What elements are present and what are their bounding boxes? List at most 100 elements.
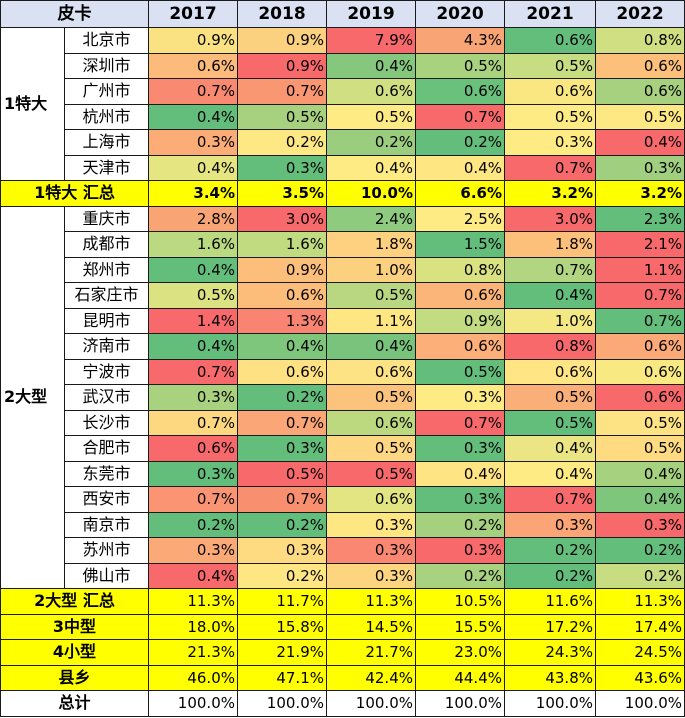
share-cell: 0.3%	[595, 511, 685, 538]
share-cell: 1.6%	[237, 231, 327, 258]
share-cell: 0.2%	[504, 537, 596, 564]
summary-value: 14.5%	[326, 613, 416, 640]
share-cell: 0.4%	[595, 129, 685, 156]
total-value: 100.0%	[237, 690, 327, 717]
share-cell: 3.0%	[237, 205, 327, 232]
city-name: 南京市	[64, 511, 149, 538]
share-cell: 4.3%	[415, 27, 505, 54]
share-cell: 0.7%	[595, 307, 685, 334]
share-cell: 0.6%	[326, 78, 416, 105]
share-cell: 0.6%	[237, 282, 327, 309]
share-cell: 0.3%	[415, 537, 505, 564]
share-cell: 0.4%	[595, 460, 685, 487]
city-name: 广州市	[64, 78, 149, 105]
share-cell: 1.1%	[326, 307, 416, 334]
share-cell: 2.8%	[148, 205, 238, 232]
share-cell: 0.4%	[504, 460, 596, 487]
share-cell: 1.8%	[504, 231, 596, 258]
table-row: 杭州市 0.4% 0.5% 0.5% 0.7% 0.5% 0.5%	[1, 103, 685, 130]
table-row: 2大型 重庆市 2.8% 3.0% 2.4% 2.5% 3.0% 2.3%	[0, 205, 685, 589]
share-cell: 0.3%	[415, 384, 505, 411]
header-year: 2017	[148, 0, 238, 28]
share-cell: 0.7%	[237, 78, 327, 105]
summary-value: 21.3%	[148, 639, 238, 666]
share-cell: 0.5%	[326, 460, 416, 487]
summary-label: 1特大 汇总	[0, 180, 149, 207]
table-row: 广州市 0.7% 0.7% 0.6% 0.6% 0.6% 0.6%	[1, 78, 685, 105]
header-year: 2021	[504, 0, 596, 28]
share-cell: 2.5%	[415, 205, 505, 232]
header-year: 2019	[326, 0, 416, 28]
share-cell: 0.3%	[415, 435, 505, 462]
summary-row: 2大型 汇总 11.3% 11.7% 11.3% 10.5% 11.6% 11.3%	[0, 588, 685, 615]
share-cell: 0.6%	[237, 358, 327, 385]
table-row: 合肥市 0.6% 0.3% 0.5% 0.3% 0.4% 0.5%	[1, 435, 685, 462]
share-cell: 0.5%	[504, 384, 596, 411]
share-cell: 0.4%	[326, 154, 416, 181]
summary-value: 6.6%	[415, 180, 505, 207]
share-cell: 0.3%	[504, 129, 596, 156]
share-cell: 0.2%	[595, 537, 685, 564]
summary-value: 47.1%	[237, 664, 327, 691]
share-cell: 0.9%	[237, 52, 327, 79]
share-cell: 0.8%	[595, 27, 685, 54]
summary-value: 18.0%	[148, 613, 238, 640]
share-cell: 0.5%	[237, 460, 327, 487]
header-row: 皮卡 2017 2018 2019 2020 2021 2022	[0, 0, 685, 28]
share-cell: 0.6%	[595, 78, 685, 105]
city-name: 郑州市	[64, 256, 149, 283]
share-cell: 0.4%	[148, 256, 238, 283]
share-cell: 0.3%	[237, 154, 327, 181]
city-name: 昆明市	[64, 307, 149, 334]
city-name: 北京市	[64, 27, 149, 54]
table-row: 石家庄市 0.5% 0.6% 0.5% 0.6% 0.4% 0.7%	[1, 282, 685, 309]
share-cell: 0.7%	[148, 486, 238, 513]
summary-value: 42.4%	[326, 664, 416, 691]
share-cell: 0.3%	[326, 537, 416, 564]
summary-value: 3.4%	[148, 180, 238, 207]
share-cell: 0.5%	[595, 103, 685, 130]
summary-value: 43.8%	[504, 664, 596, 691]
share-cell: 2.1%	[595, 231, 685, 258]
summary-value: 23.0%	[415, 639, 505, 666]
city-name: 佛山市	[64, 562, 149, 589]
share-cell: 0.7%	[504, 154, 596, 181]
summary-row: 县乡 46.0% 47.1% 42.4% 44.4% 43.8% 43.6%	[0, 664, 685, 691]
summary-value: 3.2%	[595, 180, 685, 207]
share-cell: 0.7%	[237, 486, 327, 513]
total-value: 100.0%	[595, 690, 685, 717]
share-cell: 0.8%	[504, 333, 596, 360]
table-row: 宁波市 0.7% 0.6% 0.6% 0.5% 0.6% 0.6%	[1, 358, 685, 385]
share-cell: 0.5%	[326, 435, 416, 462]
share-cell: 0.6%	[504, 27, 596, 54]
table-row: 上海市 0.3% 0.2% 0.2% 0.2% 0.3% 0.4%	[1, 129, 685, 156]
summary-row: 1特大 汇总 3.4% 3.5% 10.0% 6.6% 3.2% 3.2%	[0, 180, 685, 207]
share-cell: 0.6%	[148, 435, 238, 462]
share-cell: 0.2%	[415, 511, 505, 538]
share-cell: 0.6%	[326, 409, 416, 436]
total-value: 100.0%	[148, 690, 238, 717]
summary-value: 3.5%	[237, 180, 327, 207]
share-cell: 0.7%	[415, 409, 505, 436]
summary-value: 10.5%	[415, 588, 505, 615]
share-cell: 0.2%	[415, 562, 505, 589]
share-cell: 0.2%	[237, 129, 327, 156]
summary-row: 4小型 21.3% 21.9% 21.7% 23.0% 24.3% 24.5%	[0, 639, 685, 666]
share-cell: 0.6%	[595, 52, 685, 79]
share-cell: 0.4%	[326, 52, 416, 79]
share-cell: 0.2%	[415, 129, 505, 156]
table-body: 1特大 北京市 0.9% 0.9% 7.9% 4.3% 0.6% 0.8% 深圳市 0.6% 0.9…	[0, 27, 685, 717]
city-name: 宁波市	[64, 358, 149, 385]
share-cell: 0.8%	[415, 256, 505, 283]
share-cell: 0.7%	[504, 486, 596, 513]
share-cell: 0.2%	[595, 562, 685, 589]
table-row: 昆明市 1.4% 1.3% 1.1% 0.9% 1.0% 0.7%	[1, 307, 685, 334]
share-cell: 0.6%	[595, 358, 685, 385]
share-cell: 0.2%	[504, 562, 596, 589]
share-cell: 0.4%	[237, 333, 327, 360]
share-cell: 0.6%	[415, 333, 505, 360]
summary-value: 11.3%	[148, 588, 238, 615]
share-cell: 1.5%	[415, 231, 505, 258]
total-value: 100.0%	[504, 690, 596, 717]
share-cell: 1.0%	[504, 307, 596, 334]
